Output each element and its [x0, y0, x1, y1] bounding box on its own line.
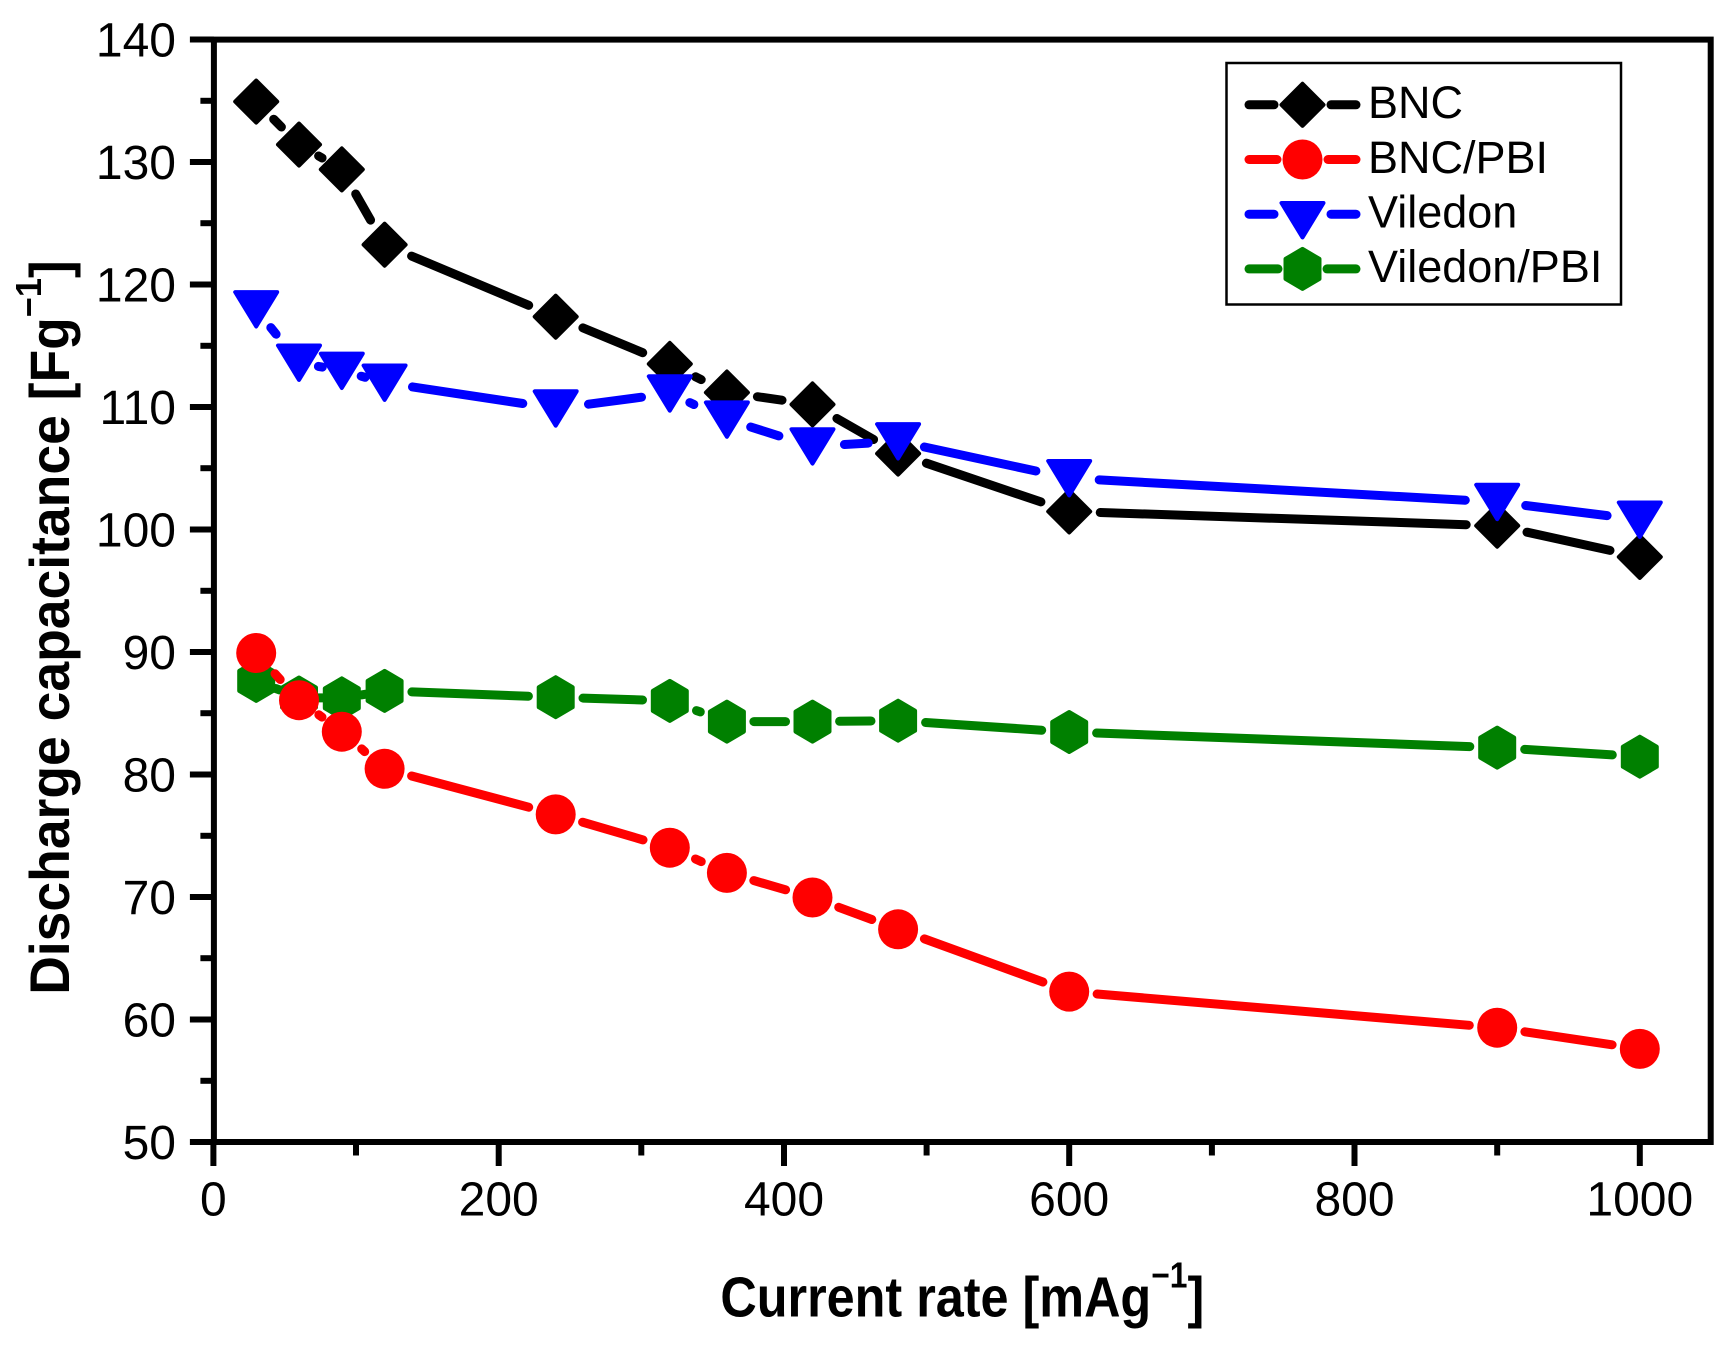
svg-text:60: 60	[123, 994, 176, 1047]
svg-text:200: 200	[459, 1174, 539, 1227]
svg-text:Viledon/PBI: Viledon/PBI	[1368, 241, 1602, 292]
svg-text:BNC/PBI: BNC/PBI	[1368, 132, 1548, 183]
svg-text:800: 800	[1314, 1174, 1394, 1227]
svg-text:Viledon: Viledon	[1368, 187, 1517, 238]
svg-text:600: 600	[1029, 1174, 1109, 1227]
svg-text:100: 100	[96, 504, 176, 557]
svg-text:80: 80	[123, 749, 176, 802]
svg-text:110: 110	[99, 382, 176, 435]
svg-text:0: 0	[200, 1174, 227, 1227]
svg-text:50: 50	[123, 1117, 176, 1170]
svg-text:140: 140	[96, 14, 176, 67]
svg-text:70: 70	[123, 872, 176, 925]
svg-text:Discharge capacitance [Fg−1]: Discharge capacitance [Fg−1]	[9, 260, 81, 995]
svg-text:130: 130	[96, 137, 176, 190]
svg-text:Current rate [mAg−1]: Current rate [mAg−1]	[720, 1256, 1204, 1330]
svg-text:400: 400	[744, 1174, 824, 1227]
svg-text:120: 120	[96, 259, 176, 312]
svg-text:BNC: BNC	[1368, 77, 1463, 128]
svg-text:1000: 1000	[1586, 1174, 1693, 1227]
svg-text:90: 90	[123, 627, 176, 680]
